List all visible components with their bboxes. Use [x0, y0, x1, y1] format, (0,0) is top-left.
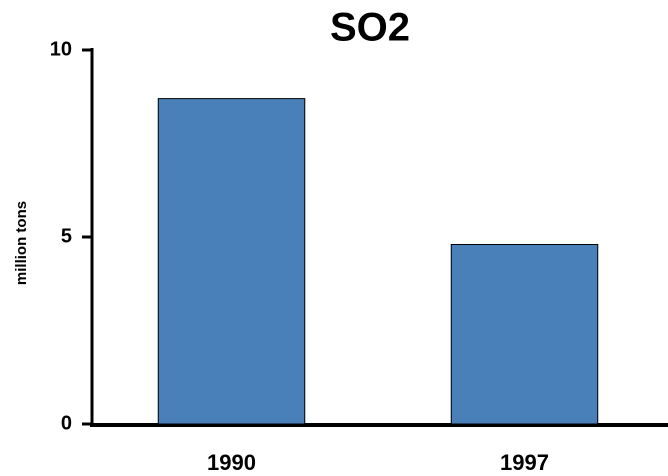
- x-tick-label: 1997: [500, 450, 549, 475]
- bar: [450, 243, 599, 425]
- y-axis-label: million tons: [13, 201, 30, 285]
- y-tick-label: 5: [61, 225, 72, 247]
- bar: [157, 98, 306, 425]
- chart-title: SO2: [330, 6, 410, 50]
- y-tick-label: 10: [50, 38, 72, 60]
- x-tick-label: 1990: [207, 450, 256, 475]
- y-tick-label: 0: [61, 412, 72, 434]
